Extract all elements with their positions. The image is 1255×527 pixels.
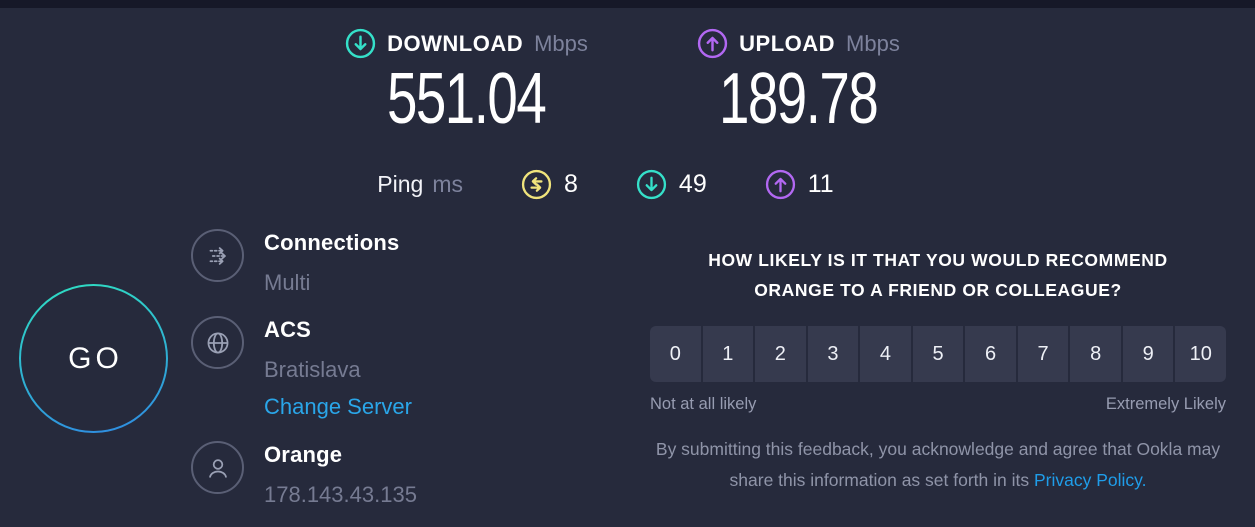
rating-cell-2[interactable]: 2 <box>755 326 806 382</box>
rating-cell-4[interactable]: 4 <box>860 326 911 382</box>
circle-arrow-up-icon <box>765 169 795 200</box>
connections-item: Connections Multi <box>191 229 399 296</box>
download-label: DOWNLOAD <box>387 30 524 56</box>
scale-min-label: Not at all likely <box>650 395 757 413</box>
server-text: ACS Bratislava Change Server <box>264 316 412 420</box>
server-item: ACS Bratislava Change Server <box>191 316 412 420</box>
nps-question: HOW LIKELY IS IT THAT YOU WOULD RECOMMEN… <box>650 245 1226 305</box>
rating-cell-8[interactable]: 8 <box>1070 326 1121 382</box>
idle-latency: 8 <box>521 169 578 200</box>
feedback-panel: HOW LIKELY IS IT THAT YOU WOULD RECOMMEN… <box>650 245 1227 496</box>
upload-value: 189.78 <box>719 59 879 139</box>
disclaimer-text: By submitting this feedback, you acknowl… <box>655 439 1221 490</box>
connections-value: Multi <box>264 270 311 295</box>
circle-arrow-up-icon <box>697 28 728 59</box>
isp-ip-address: 178.143.43.135 <box>264 482 417 507</box>
privacy-policy-link[interactable]: Privacy Policy. <box>1033 470 1147 490</box>
upload-latency-value: 11 <box>807 170 834 198</box>
connections-icon-ring <box>191 229 244 282</box>
upload-label: UPLOAD <box>739 30 836 56</box>
idle-latency-value: 8 <box>564 170 578 198</box>
scale-labels: Not at all likely Extremely Likely <box>650 395 1226 414</box>
rating-cell-6[interactable]: 6 <box>965 326 1016 382</box>
isp-text: Orange 178.143.43.135 <box>264 441 417 508</box>
feedback-disclaimer: By submitting this feedback, you acknowl… <box>650 434 1226 496</box>
upload-metric: UPLOAD Mbps 189.78 <box>633 28 965 135</box>
person-icon <box>208 458 227 478</box>
go-button-label: GO <box>68 341 123 375</box>
result-metrics: DOWNLOAD Mbps 551.04 UPLOAD Mbps 189.78 <box>10 28 1255 135</box>
download-metric: DOWNLOAD Mbps 551.04 <box>301 28 633 135</box>
nps-question-line1: HOW LIKELY IS IT THAT YOU WOULD RECOMMEN… <box>708 250 1168 270</box>
download-header: DOWNLOAD Mbps <box>345 28 588 59</box>
upload-latency: 11 <box>765 169 834 200</box>
upload-header: UPLOAD Mbps <box>697 28 900 59</box>
server-name: ACS <box>264 317 312 342</box>
download-latency-value: 49 <box>678 170 707 198</box>
go-button[interactable]: GO <box>19 284 168 433</box>
rating-cell-0[interactable]: 0 <box>650 326 701 382</box>
isp-item: Orange 178.143.43.135 <box>191 441 417 508</box>
download-value: 551.04 <box>387 59 547 139</box>
globe-icon <box>207 332 228 353</box>
rating-cell-1[interactable]: 1 <box>702 326 754 382</box>
ping-unit: ms <box>432 171 464 197</box>
rating-scale: 0 1 2 3 4 5 6 7 8 9 10 <box>650 326 1227 382</box>
download-latency: 49 <box>636 169 707 200</box>
ping-label: Ping <box>377 171 424 197</box>
server-location: Bratislava <box>264 357 361 382</box>
isp-name: Orange <box>264 442 343 467</box>
latency-row: Ping ms 8 49 11 <box>0 169 1233 200</box>
rating-cell-9[interactable]: 9 <box>1122 326 1174 382</box>
ping-label-group: Ping ms <box>377 171 463 198</box>
scale-max-label: Extremely Likely <box>1105 395 1226 413</box>
rating-cell-10[interactable]: 10 <box>1175 326 1227 382</box>
rating-cell-5[interactable]: 5 <box>912 326 964 382</box>
circle-arrow-down-icon <box>345 28 376 59</box>
multi-dashed-arrows-icon <box>209 246 226 265</box>
top-edge-strip <box>0 0 1255 8</box>
circle-swap-arrows-icon <box>521 169 552 200</box>
rating-cell-7[interactable]: 7 <box>1017 326 1069 382</box>
connections-text: Connections Multi <box>264 229 399 296</box>
circle-arrow-down-icon <box>636 169 667 200</box>
change-server-link[interactable]: Change Server <box>264 394 412 419</box>
nps-question-line2: ORANGE TO A FRIEND OR COLLEAGUE? <box>754 280 1122 300</box>
upload-unit: Mbps <box>846 30 900 56</box>
download-unit: Mbps <box>534 30 588 56</box>
rating-cell-3[interactable]: 3 <box>807 326 859 382</box>
isp-icon-ring <box>191 441 244 494</box>
connections-title: Connections <box>264 230 400 255</box>
server-icon-ring <box>191 316 244 369</box>
